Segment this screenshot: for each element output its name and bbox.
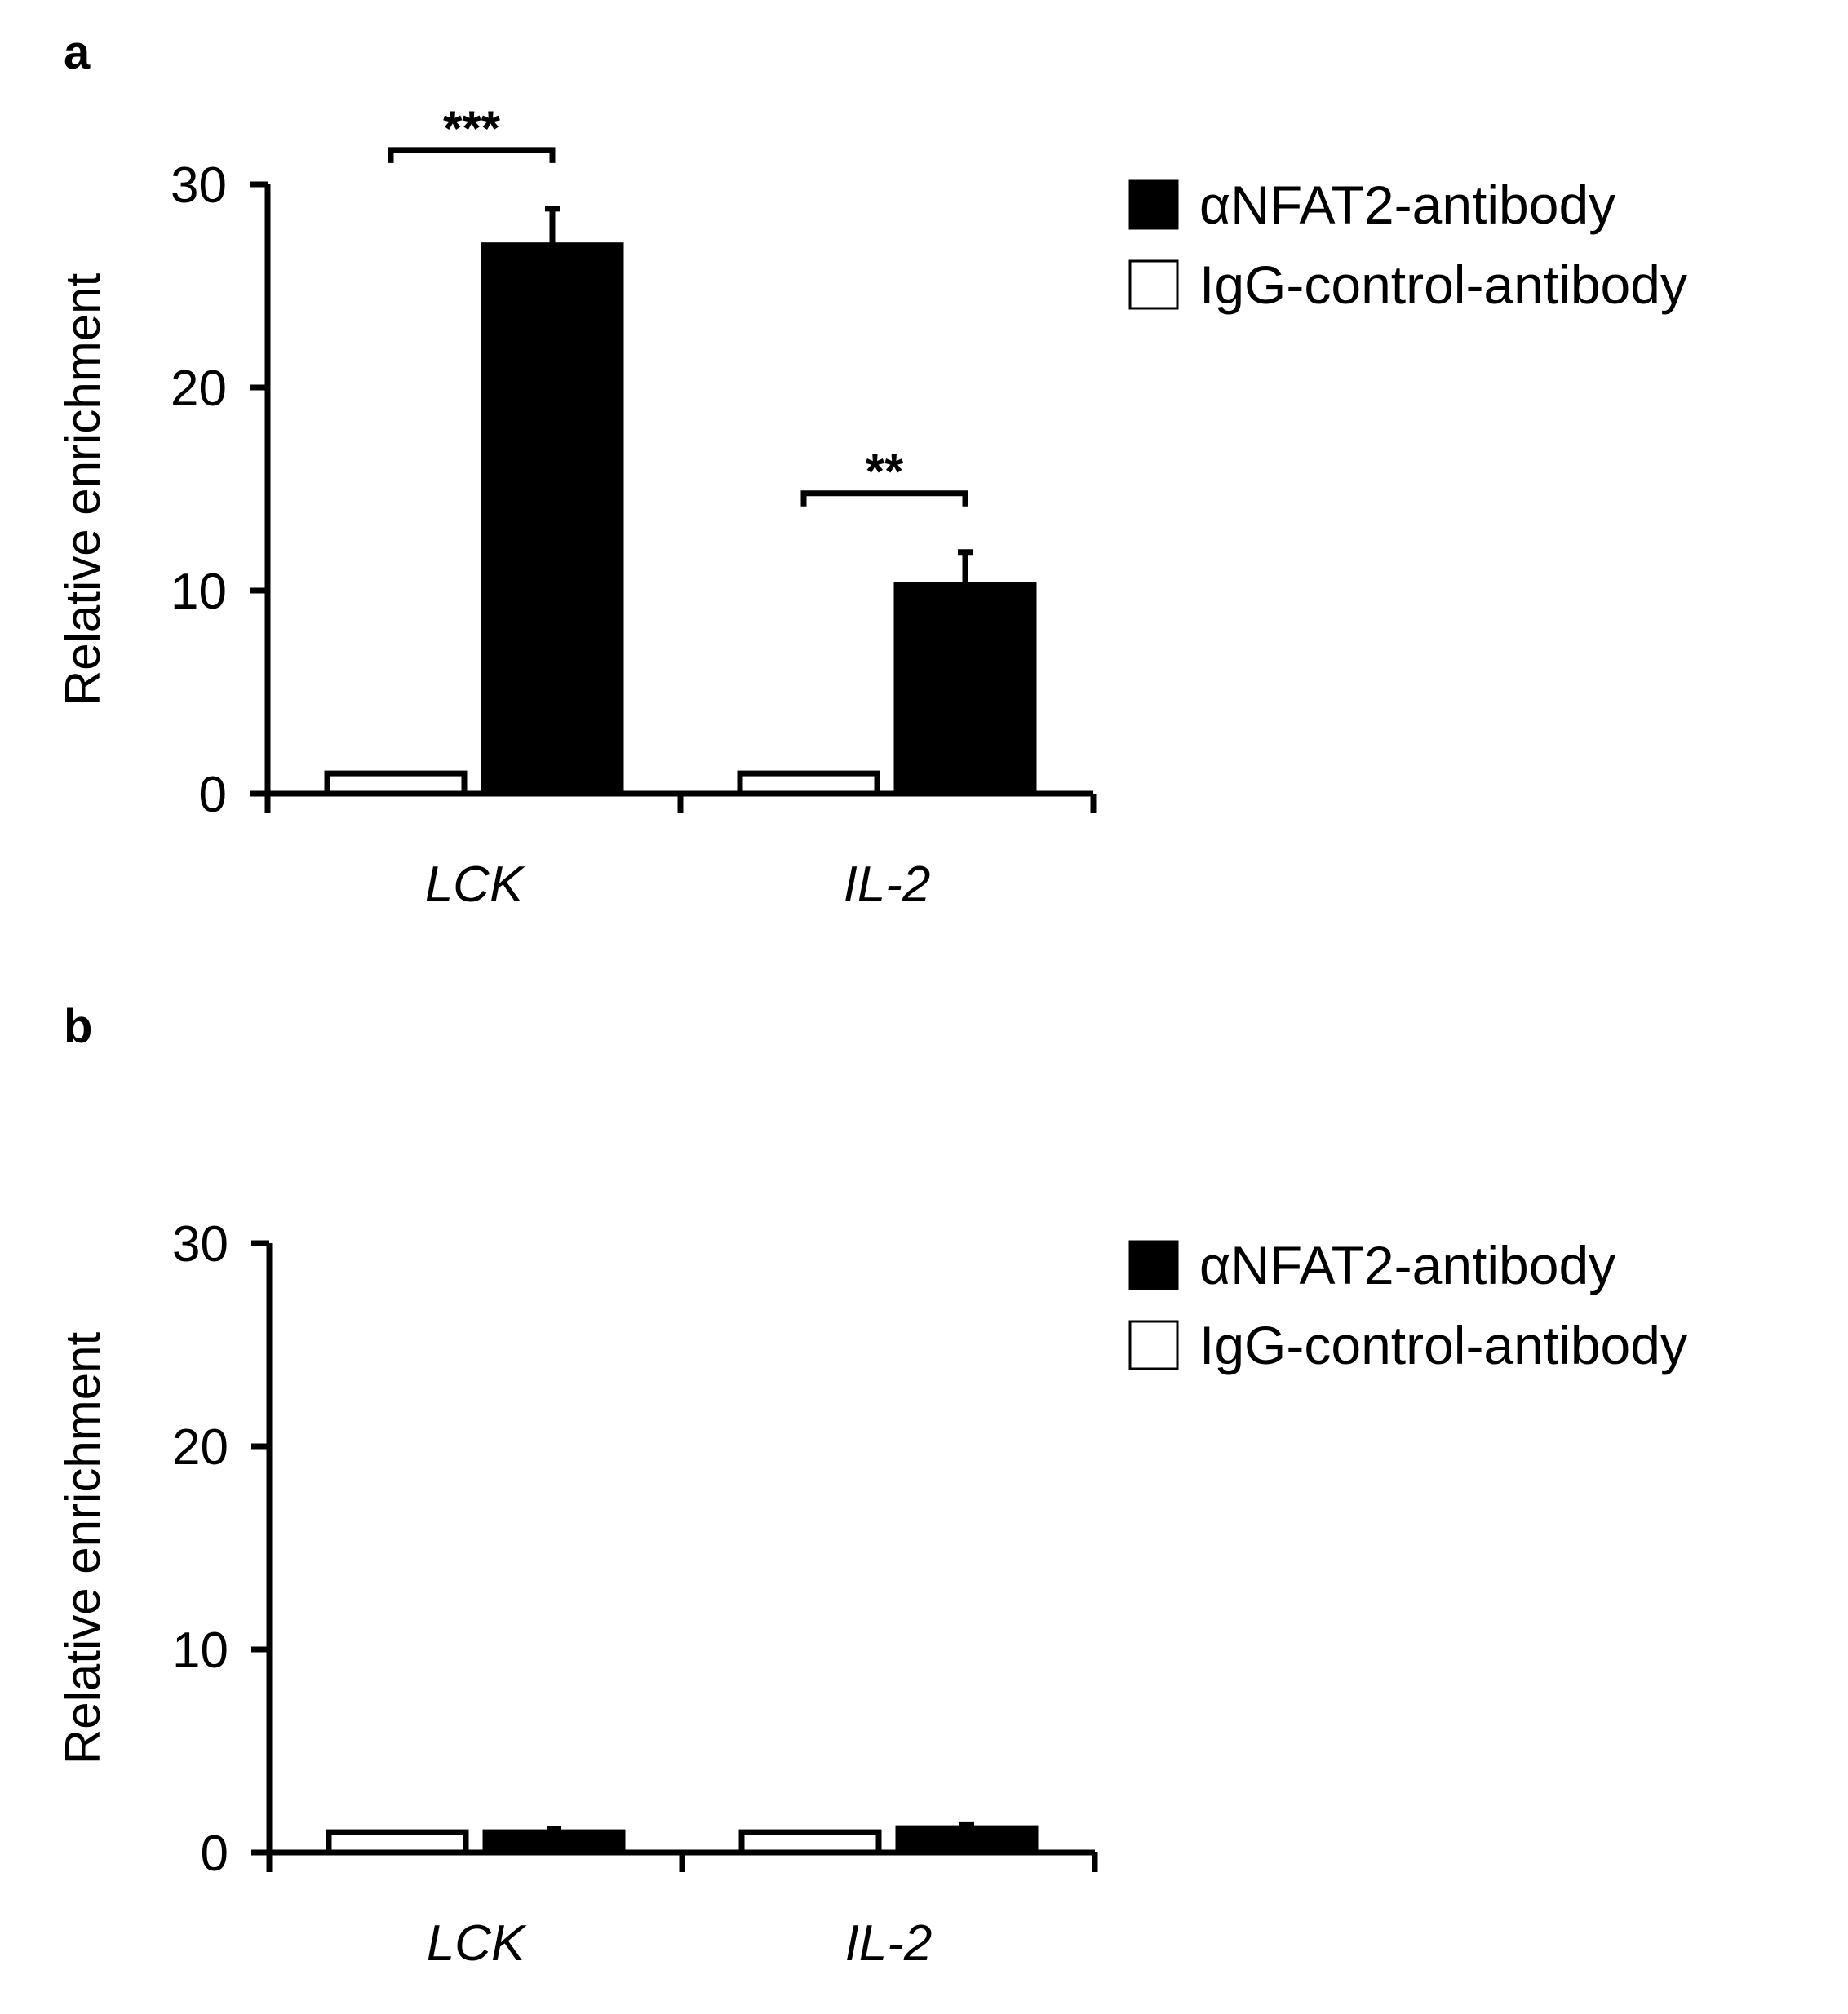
bar (481, 242, 624, 797)
legend-label: IgG-control-antibody (1199, 255, 1687, 315)
legend-label: αNFAT2-antibody (1199, 1235, 1615, 1295)
significance-stars: ** (866, 445, 904, 499)
legend-swatch (1128, 179, 1179, 230)
y-tick-label: 10 (171, 564, 227, 620)
legend-swatch (1128, 1240, 1179, 1290)
y-tick-label: 20 (171, 361, 227, 417)
bar (893, 582, 1037, 797)
bar (326, 1829, 469, 1856)
legend-swatch (1128, 259, 1179, 310)
legend-a: αNFAT2-antibody IgG-control-antibody (1128, 175, 1687, 315)
panel-label-a: a (64, 26, 91, 79)
bar (482, 1829, 626, 1856)
x-tick-label: LCK (425, 857, 525, 913)
x-tick-label: IL-2 (844, 857, 931, 913)
y-axis-label-a: Relative enrichment (55, 273, 110, 706)
legend-b: αNFAT2-antibody IgG-control-antibody (1128, 1235, 1687, 1375)
y-axis-label-b: Relative enrichment (55, 1332, 110, 1765)
significance-bracket (800, 490, 968, 507)
y-tick-label: 20 (172, 1419, 228, 1476)
chart-panel-b: b Relative enrichment 0 10 20 30 LCK IL-2 αNF… (55, 1000, 1687, 1972)
bars-a (324, 206, 1037, 797)
axes-a: 0 10 20 30 LCK IL-2 (171, 157, 1097, 913)
legend-label: αNFAT2-antibody (1199, 175, 1615, 235)
legend-swatch (1128, 1320, 1179, 1370)
y-tick-label: 0 (201, 1826, 228, 1882)
significance-a: ***** (388, 101, 968, 507)
significance-bracket (388, 147, 556, 163)
y-tick-label: 10 (172, 1622, 228, 1679)
x-tick-label: IL-2 (845, 1915, 933, 1972)
y-tick-label: 0 (199, 767, 227, 823)
bars-b (326, 1821, 1039, 1856)
bar (895, 1825, 1039, 1856)
y-tick-label: 30 (172, 1216, 228, 1273)
panel-label-b: b (64, 1000, 92, 1053)
x-tick-label: LCK (427, 1915, 527, 1972)
legend-label: IgG-control-antibody (1199, 1315, 1687, 1375)
bar (737, 770, 880, 797)
significance-stars: *** (443, 101, 501, 156)
bar (738, 1829, 882, 1856)
bar (324, 770, 468, 797)
axes-b: 0 10 20 30 LCK IL-2 (172, 1216, 1098, 1972)
y-tick-label: 30 (171, 157, 227, 214)
